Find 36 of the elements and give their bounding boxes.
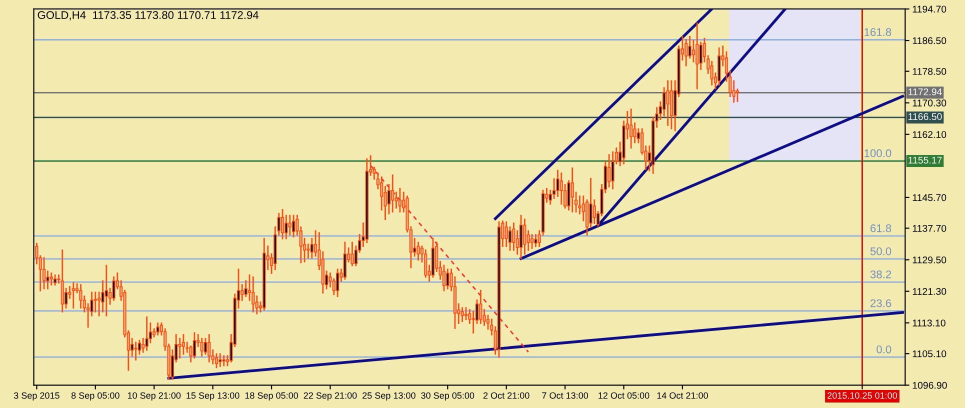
ref-line-label: 1172.94 — [908, 88, 942, 96]
y-tick-label: 1170.30 — [912, 100, 946, 106]
y-tick-label: 1113.10 — [912, 320, 946, 326]
x-tick-label: 30 Sep 05:00 — [421, 392, 474, 401]
y-tick-label: 1186.50 — [912, 37, 946, 44]
chart-title: GOLD,H4 1173.35 1173.80 1170.71 1172.94 — [38, 11, 259, 20]
x-tick-label: 8 Sep 05:00 — [71, 392, 120, 401]
annotation: 50.0 — [870, 247, 892, 256]
ref-line-label: 1155.17 — [908, 156, 942, 164]
annotation: 38.2 — [870, 270, 892, 278]
x-tick-label: 22 Sep 21:00 — [304, 392, 357, 401]
x-tick-label: 3 Sep 2015 — [14, 392, 60, 401]
y-tick-label: 1129.50 — [912, 256, 946, 264]
annotation: 23.6 — [870, 299, 892, 308]
y-tick-label: 1121.30 — [912, 288, 946, 295]
y-tick-label: 1096.90 — [912, 382, 947, 389]
x-tick-label: 18 Sep 05:00 — [245, 392, 298, 401]
y-tick-label: 1162.10 — [912, 131, 946, 138]
y-tick-label: 1137.70 — [912, 224, 946, 232]
x-tick-label: 25 Sep 13:00 — [362, 392, 416, 401]
x-tick-label: 12 Oct 05:00 — [598, 392, 650, 399]
y-tick-label: 1105.10 — [912, 350, 946, 358]
x-tick-label: 2015.10.25 01:00 — [828, 392, 898, 399]
x-tick-label: 2 Oct 21:00 — [483, 392, 530, 399]
y-tick-label: 1145.70 — [912, 194, 946, 202]
annotation: 0.0 — [876, 345, 892, 354]
annotation: 61.8 — [870, 224, 892, 232]
ref-line-label: 1166.50 — [908, 113, 942, 120]
y-tick-label: 1194.70 — [912, 6, 946, 13]
x-tick-label: 15 Sep 13:00 — [186, 392, 240, 401]
annotation: 100.0 — [864, 149, 892, 158]
y-tick-label: 1178.50 — [912, 68, 946, 75]
annotation: 161.8 — [864, 28, 892, 36]
x-tick-label: 14 Oct 21:00 — [657, 392, 708, 399]
x-tick-label: 7 Oct 13:00 — [542, 392, 588, 399]
x-tick-label: 10 Sep 21:00 — [128, 392, 181, 401]
